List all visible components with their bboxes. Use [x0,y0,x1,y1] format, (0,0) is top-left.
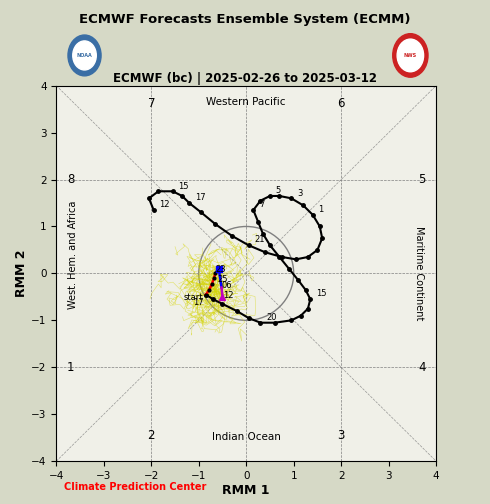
Text: NOAA: NOAA [76,53,93,58]
Text: 17: 17 [195,193,205,202]
X-axis label: RMM 1: RMM 1 [222,484,270,496]
Text: 8: 8 [67,173,74,186]
Text: 15: 15 [316,289,326,298]
Y-axis label: RMM 2: RMM 2 [16,249,28,297]
Text: 5: 5 [275,186,281,195]
Text: 21: 21 [254,235,265,244]
Text: 7: 7 [259,200,264,209]
Text: Western Pacific: Western Pacific [206,97,286,107]
Text: 3: 3 [338,429,345,443]
Text: 15: 15 [178,181,189,191]
Circle shape [393,34,428,77]
Text: 12: 12 [223,291,234,300]
Circle shape [68,35,101,76]
Text: 25: 25 [218,275,228,284]
Text: 3: 3 [297,188,302,198]
Text: 1: 1 [318,205,323,214]
Text: Maritime Continent: Maritime Continent [415,226,424,321]
Text: 17: 17 [193,298,203,307]
Text: 1: 1 [67,361,74,374]
Text: NWS: NWS [404,53,417,58]
Text: 7: 7 [147,97,155,110]
Text: 2: 2 [147,429,155,443]
Text: 06: 06 [221,281,232,290]
Circle shape [397,39,423,72]
Text: 6: 6 [338,97,345,110]
Text: 5: 5 [418,173,425,186]
Text: Climate Prediction Center: Climate Prediction Center [64,482,206,492]
Text: 20: 20 [266,313,276,322]
Text: ECMWF Forecasts Ensemble System (ECMM): ECMWF Forecasts Ensemble System (ECMM) [79,13,411,26]
Text: ECMWF (bc) | 2025-02-26 to 2025-03-12: ECMWF (bc) | 2025-02-26 to 2025-03-12 [113,72,377,85]
Text: West. Hem. and Africa: West. Hem. and Africa [68,201,78,309]
Text: 4: 4 [418,361,426,374]
Text: 12: 12 [159,200,170,209]
Circle shape [73,41,97,70]
Text: Indian Ocean: Indian Ocean [212,432,281,443]
Text: start: start [184,293,203,302]
Text: 23: 23 [216,266,226,275]
